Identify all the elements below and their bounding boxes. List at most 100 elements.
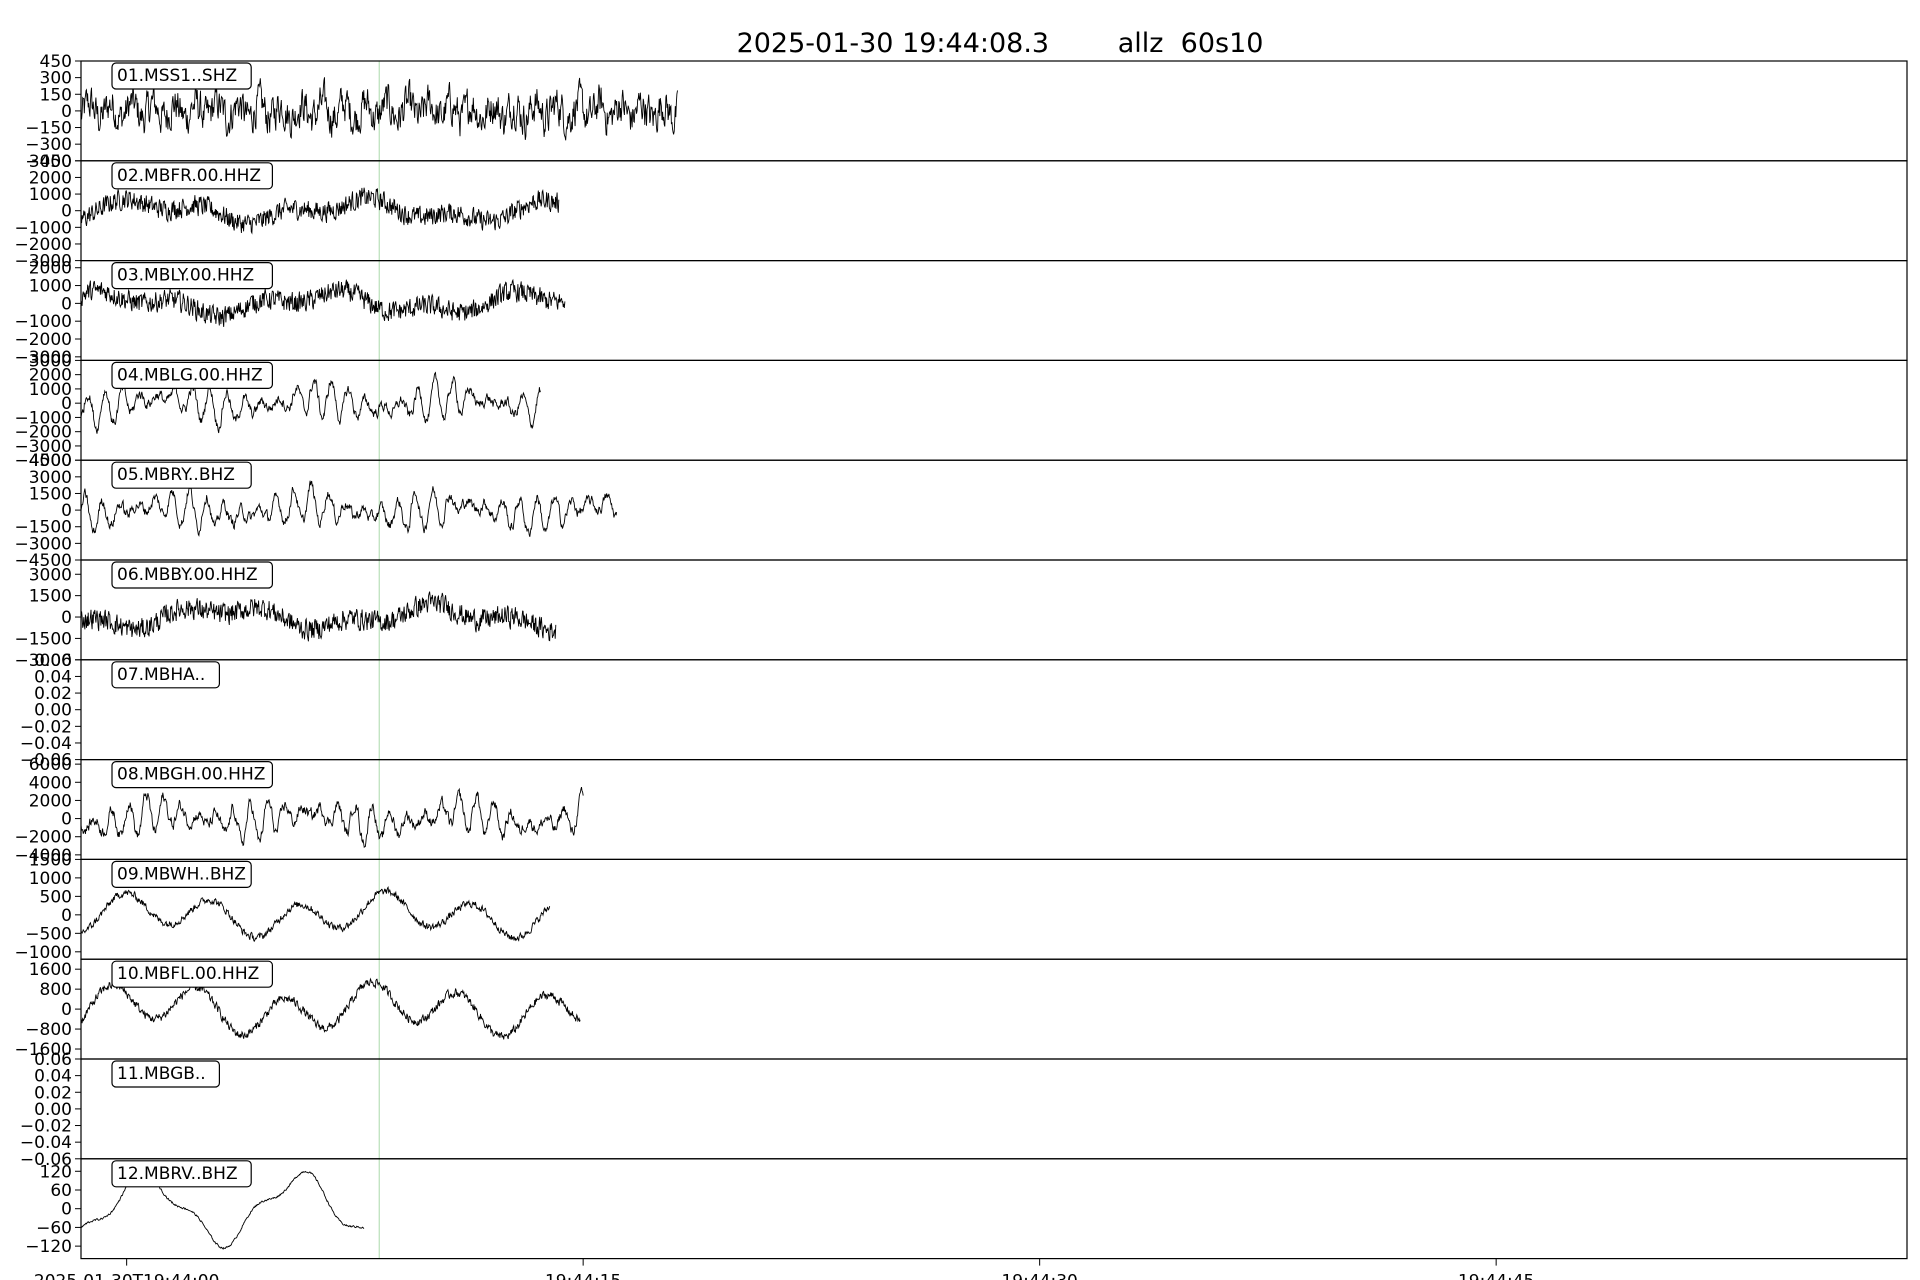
y-tick-label: 0 (61, 906, 72, 926)
y-tick-label: −4000 (14, 846, 72, 866)
station-label-box (111, 262, 273, 290)
y-tick-label: −800 (25, 1020, 72, 1040)
y-tick-label: 1000 (29, 380, 72, 400)
station-label-box (111, 561, 273, 589)
y-tick-label: 120 (40, 1162, 72, 1182)
x-axis: 2025-01-30T19:44:00 19:44:15 19:44:30 19:44… (34, 1258, 1534, 1280)
panel-frame (80, 958, 1908, 1060)
station-label: 06.MBBY.00.HHZ (117, 565, 258, 585)
y-tick-label: −0.02 (20, 717, 72, 737)
y-tick-label: 0 (61, 294, 72, 314)
panel-frame (80, 758, 1908, 860)
panel-frames (80, 60, 1908, 1260)
y-tick-label: 6000 (29, 755, 72, 775)
station-label: 03.MBLY.00.HHZ (117, 266, 254, 286)
y-tick-label: 1500 (29, 587, 72, 607)
y-tick-label: 800 (40, 980, 72, 1000)
y-tick-label: −0.06 (20, 1150, 72, 1170)
waveform-trace (80, 371, 541, 434)
y-tick-label: −300 (25, 135, 72, 155)
y-tick-label: 3000 (29, 468, 72, 488)
station-label-box (111, 361, 273, 389)
y-tick-label: −2000 (14, 423, 72, 443)
x-tick-label: 19:44:30 (1001, 1272, 1077, 1280)
y-tick-label: −3000 (14, 437, 72, 457)
y-tick-label: 4500 (29, 451, 72, 471)
waveform-trace (80, 977, 581, 1040)
station-label: 07.MBHA.. (117, 665, 205, 685)
y-tick-label: 0 (61, 394, 72, 414)
y-tick-label: 0.06 (34, 1050, 72, 1070)
y-tick-label: −1000 (14, 408, 72, 428)
y-tick-label: 0.00 (34, 1100, 72, 1120)
y-tick-label: 1000 (29, 869, 72, 889)
y-tick-label: 1000 (29, 277, 72, 297)
y-tick-label: 300 (40, 69, 72, 89)
y-tick-label: 0 (61, 1000, 72, 1020)
panel-frame (80, 1058, 1908, 1160)
x-tick-label: 19:44:45 (1458, 1272, 1534, 1280)
y-tick-label: −2000 (14, 828, 72, 848)
y-tick-label: 3000 (29, 152, 72, 172)
y-tick-label: 450 (40, 52, 72, 72)
x-tick-label: 19:44:15 (545, 1272, 621, 1280)
y-tick-label: 2000 (29, 168, 72, 188)
y-tick-label: 4000 (29, 773, 72, 793)
station-label: 11.MBGB.. (117, 1064, 206, 1084)
station-label-box (111, 1160, 252, 1188)
station-label: 01.MSS1..SHZ (117, 66, 237, 86)
panel-frame (80, 858, 1908, 960)
y-tick-label: 2000 (29, 791, 72, 811)
y-axes: 4503001500−150−300−4503000200010000−1000… (14, 52, 81, 1257)
y-tick-label: −0.02 (20, 1117, 72, 1137)
y-tick-label: 1000 (29, 185, 72, 205)
y-tick-label: −120 (25, 1237, 72, 1257)
waveform-trace (80, 480, 618, 537)
station-label-box (111, 162, 273, 190)
y-tick-label: −60 (36, 1218, 72, 1238)
y-tick-label: 0.04 (34, 1067, 72, 1087)
y-tick-label: −4500 (14, 551, 72, 571)
y-tick-label: 3000 (29, 565, 72, 585)
station-label-box (111, 960, 273, 988)
station-label-box (111, 860, 252, 889)
y-tick-label: −3000 (14, 651, 72, 671)
y-tick-label: 3000 (29, 351, 72, 371)
y-tick-label: −1000 (14, 943, 72, 963)
station-label: 02.MBFR.00.HHZ (117, 166, 261, 186)
panel-frame (80, 260, 1908, 362)
station-label: 04.MBLG.00.HHZ (117, 365, 263, 385)
y-tick-label: −450 (25, 152, 72, 172)
y-tick-label: 2000 (29, 366, 72, 386)
y-tick-label: 1500 (29, 484, 72, 504)
y-tick-label: 0 (61, 810, 72, 830)
y-tick-label: 500 (40, 887, 72, 907)
y-tick-label: 0 (61, 501, 72, 521)
y-tick-label: 0.02 (34, 1083, 72, 1103)
waveform-trace (80, 886, 551, 943)
y-tick-label: 0.00 (34, 701, 72, 721)
y-tick-label: −1600 (14, 1040, 72, 1060)
station-label-box (111, 661, 221, 689)
y-tick-label: −1000 (14, 218, 72, 238)
y-tick-label: −2000 (14, 330, 72, 350)
y-tick-label: −150 (25, 119, 72, 139)
y-tick-label: −0.04 (20, 734, 72, 754)
y-tick-label: −1500 (14, 518, 72, 538)
station-label-box (111, 461, 252, 489)
y-tick-label: −500 (25, 924, 72, 944)
waveform-trace (80, 278, 566, 327)
station-label: 10.MBFL.00.HHZ (117, 964, 259, 984)
station-label-box (111, 760, 273, 789)
y-tick-label: 1600 (29, 960, 72, 980)
panel-frame (80, 1158, 1908, 1260)
chart-title: 2025-01-30 19:44:08.3 allz 60s10 (737, 28, 1264, 59)
station-label: 08.MBGH.00.HHZ (117, 765, 265, 785)
y-tick-label: 2000 (29, 259, 72, 279)
station-label: 09.MBWH..BHZ (117, 864, 246, 884)
panel-frame (80, 659, 1908, 761)
y-tick-label: −1000 (14, 312, 72, 332)
y-tick-label: 0.06 (34, 651, 72, 671)
